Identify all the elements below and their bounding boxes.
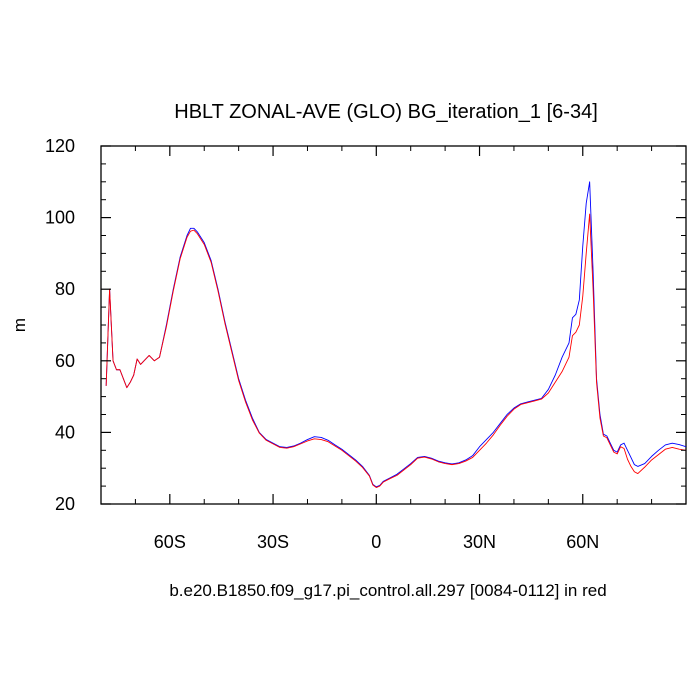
y-tick-label: 100 — [45, 208, 75, 228]
y-tick-label: 20 — [55, 494, 75, 514]
y-tick-label: 60 — [55, 351, 75, 371]
x-tick-label: 60N — [566, 532, 599, 552]
axis-ticks: 20 40 60 80 100 120 60S 30S 0 30N 60N — [45, 136, 686, 552]
series-line-red — [105, 213, 686, 488]
y-axis-label: m — [10, 318, 29, 332]
plot-frame — [100, 145, 687, 505]
series-layer — [105, 181, 686, 488]
chart-title: HBLT ZONAL-AVE (GLO) BG_iteration_1 [6-3… — [174, 101, 598, 123]
x-tick-label: 30N — [463, 532, 496, 552]
x-axis-label: b.e20.B1850.f09_g17.pi_control.all.297 [… — [169, 581, 606, 600]
x-tick-label: 30S — [257, 532, 289, 552]
y-tick-label: 120 — [45, 136, 75, 156]
y-tick-label: 40 — [55, 422, 75, 442]
x-tick-label: 60S — [154, 532, 186, 552]
x-tick-label: 0 — [371, 532, 381, 552]
y-tick-label: 80 — [55, 279, 75, 299]
series-line-blue — [105, 181, 686, 488]
